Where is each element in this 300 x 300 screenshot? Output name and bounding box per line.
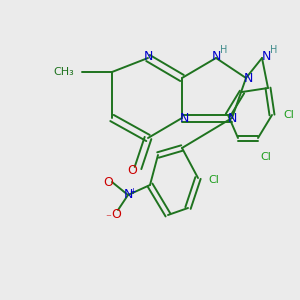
Text: N: N <box>211 50 221 62</box>
Text: +: + <box>130 187 136 196</box>
Text: H: H <box>270 45 278 55</box>
Text: N: N <box>243 71 253 85</box>
Text: N: N <box>261 50 271 62</box>
Text: N: N <box>123 188 133 202</box>
Text: Cl: Cl <box>284 110 294 120</box>
Text: O: O <box>103 176 113 188</box>
Text: O: O <box>111 208 121 220</box>
Text: ⁻: ⁻ <box>105 213 111 223</box>
Text: O: O <box>127 164 137 176</box>
Text: H: H <box>220 45 228 55</box>
Text: CH₃: CH₃ <box>53 67 74 77</box>
Text: Cl: Cl <box>208 175 219 185</box>
Text: N: N <box>179 112 189 124</box>
Text: N: N <box>143 50 153 62</box>
Text: N: N <box>227 112 237 124</box>
Text: Cl: Cl <box>261 152 272 162</box>
